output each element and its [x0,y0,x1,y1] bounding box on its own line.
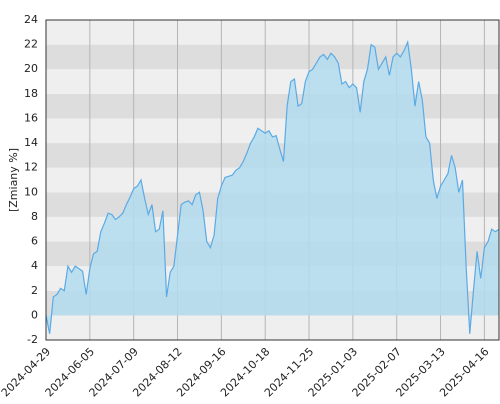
y-tick-label: 24 [24,13,38,26]
y-tick-label: 20 [24,62,38,75]
y-tick-label: 16 [24,111,38,124]
y-tick-label: 12 [24,161,38,174]
grid-band [46,69,499,94]
grid-band [46,315,499,340]
y-tick-label: 22 [24,38,38,51]
y-axis-label: [Zmiany %] [7,148,20,212]
y-tick-label: 10 [24,185,38,198]
y-tick-label: 4 [31,259,38,272]
y-tick-label: 2 [31,284,38,297]
y-tick-label: 6 [31,235,38,248]
y-tick-label: 14 [24,136,38,149]
area [46,42,499,334]
y-tick-label: 0 [31,308,38,321]
y-tick-label: 8 [31,210,38,223]
plot-frame [45,19,500,341]
grid-band [46,20,499,45]
line [45,39,500,334]
y-tick-label: -2 [27,333,38,346]
grid-band [46,93,499,119]
y-tick-label: 18 [24,87,38,100]
grid-band [46,44,499,70]
